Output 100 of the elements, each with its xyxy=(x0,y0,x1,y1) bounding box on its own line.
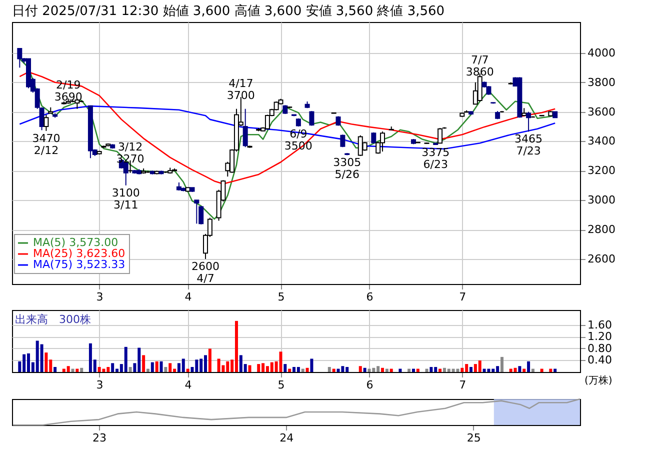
y-tick-label: 0.80 xyxy=(588,342,612,355)
candlestick xyxy=(336,116,341,126)
bar xyxy=(390,368,393,372)
x-tick-label: 4 xyxy=(184,290,192,304)
x-tick-label: 7 xyxy=(459,378,466,392)
x-tick-label: 6 xyxy=(366,378,374,392)
y-axis-title: (万株) xyxy=(584,374,612,386)
y-tick-label: 1.20 xyxy=(588,330,612,344)
bar xyxy=(332,368,336,372)
bar xyxy=(452,368,455,372)
bar xyxy=(527,361,530,372)
x-tick-label: 24 xyxy=(280,432,294,444)
candlestick xyxy=(198,205,204,225)
bar xyxy=(182,358,185,372)
y-tick-label: 2600 xyxy=(588,252,616,266)
candlestick xyxy=(242,108,248,148)
bar xyxy=(554,368,557,372)
bar xyxy=(248,365,252,372)
bar xyxy=(217,358,220,372)
bar xyxy=(381,368,384,372)
bar xyxy=(279,352,282,372)
annotation: 3470 2/12 xyxy=(32,132,60,157)
bar xyxy=(146,368,150,372)
bar xyxy=(540,368,544,372)
bar xyxy=(416,368,420,372)
bar xyxy=(336,368,340,372)
bar xyxy=(71,368,74,372)
bar xyxy=(208,348,212,372)
bar xyxy=(186,368,190,372)
bar xyxy=(438,368,442,372)
x-tick-label: 4 xyxy=(184,378,192,392)
annotation: 3100 3/11 xyxy=(112,186,140,212)
bar xyxy=(111,363,114,372)
y-tick-label: 2800 xyxy=(588,223,616,236)
y-tick-label: 0.40 xyxy=(588,354,612,367)
annotation: 7/7 3860 xyxy=(466,54,494,79)
candlestick xyxy=(44,114,49,132)
bar xyxy=(531,368,534,372)
bar xyxy=(358,366,362,372)
bar xyxy=(102,368,106,372)
bar xyxy=(54,366,57,372)
bar xyxy=(306,368,309,372)
bar xyxy=(470,366,473,372)
bar xyxy=(124,346,128,372)
x-tick-label: 25 xyxy=(466,432,481,444)
bar xyxy=(425,368,428,372)
bar xyxy=(128,366,132,372)
bar xyxy=(292,366,296,372)
chart-title: 日付 2025/07/31 12:30 始値 3,600 高値 3,600 安値 3,560 終値 3,560 xyxy=(12,3,445,19)
x-tick-label: 7 xyxy=(459,290,466,304)
legend-label: MA(75) 3,523.33 xyxy=(33,258,126,271)
annotation: 4/17 3700 xyxy=(226,77,255,102)
bar xyxy=(80,368,84,372)
bar xyxy=(412,368,415,372)
bar xyxy=(487,368,490,372)
bar xyxy=(482,368,486,372)
bar xyxy=(363,368,366,372)
bar xyxy=(168,363,172,372)
bar xyxy=(385,368,388,372)
bar xyxy=(155,361,158,372)
bar xyxy=(142,355,146,372)
x-tick-label: 23 xyxy=(92,432,107,444)
bar xyxy=(288,368,292,372)
x-tick-label: 3 xyxy=(96,290,104,304)
bar xyxy=(296,366,300,372)
bar xyxy=(518,366,522,372)
bar xyxy=(257,364,260,372)
y-tick-label: 1.60 xyxy=(588,318,612,332)
candlestick xyxy=(17,48,22,68)
bar xyxy=(430,366,433,372)
annotation: 2600 4/7 xyxy=(192,260,220,285)
legend-label: MA(25) 3,623.60 xyxy=(33,247,126,260)
y-tick-label: 4000 xyxy=(588,46,616,60)
bar xyxy=(522,368,526,372)
bar xyxy=(40,344,44,372)
bar xyxy=(456,368,460,372)
bar xyxy=(284,364,287,372)
x-tick-label: 5 xyxy=(278,290,285,304)
bar xyxy=(44,352,48,372)
bar xyxy=(408,368,411,372)
x-tick-label: 6 xyxy=(366,290,374,304)
chart-title: 出来高 300株 xyxy=(15,313,91,326)
annotation: 3375 6/23 xyxy=(422,146,450,171)
bar xyxy=(460,368,464,372)
bar xyxy=(341,366,344,372)
bar xyxy=(98,366,101,372)
x-tick-label: 5 xyxy=(278,378,285,392)
y-tick-label: 3200 xyxy=(588,164,616,178)
bar xyxy=(234,320,238,372)
candlestick xyxy=(194,200,200,224)
bar xyxy=(310,358,314,372)
bar xyxy=(164,366,168,372)
candlestick xyxy=(438,127,443,144)
bar xyxy=(150,362,154,372)
y-tick-label: 3400 xyxy=(588,134,616,148)
bar xyxy=(301,368,304,372)
x-tick-label: 3 xyxy=(96,378,104,392)
candlestick xyxy=(309,110,314,126)
y-tick-label: 3600 xyxy=(588,105,616,118)
bar xyxy=(549,368,552,372)
